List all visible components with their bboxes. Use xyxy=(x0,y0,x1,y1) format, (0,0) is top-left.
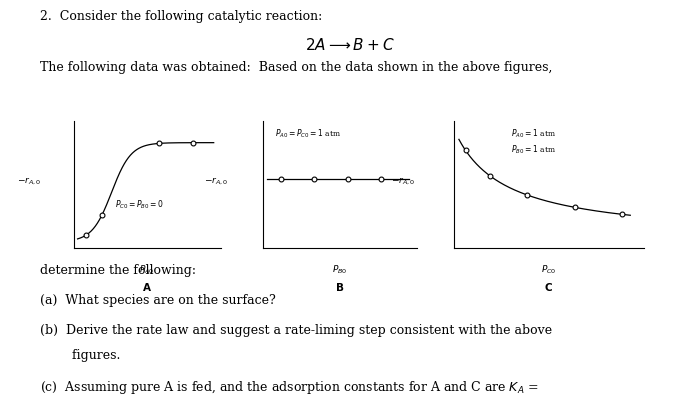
Text: $2A \longrightarrow B + C$: $2A \longrightarrow B + C$ xyxy=(305,37,395,53)
Text: $\mathbf{B}$: $\mathbf{B}$ xyxy=(335,281,344,293)
Text: 2.  Consider the following catalytic reaction:: 2. Consider the following catalytic reac… xyxy=(40,10,322,23)
Text: $\mathbf{A}$: $\mathbf{A}$ xyxy=(142,281,152,293)
Text: $\mathbf{C}$: $\mathbf{C}$ xyxy=(545,281,553,293)
Text: $P_{C0}=P_{B0}=0$: $P_{C0}=P_{B0}=0$ xyxy=(115,198,164,211)
Text: $P_{A0}=1$ atm: $P_{A0}=1$ atm xyxy=(511,127,556,139)
Text: The following data was obtained:  Based on the data shown in the above figures,: The following data was obtained: Based o… xyxy=(40,61,552,74)
Text: $-r_{A,0}$: $-r_{A,0}$ xyxy=(204,176,229,187)
Text: $P_{A0}=P_{C0}=1$ atm: $P_{A0}=P_{C0}=1$ atm xyxy=(275,127,341,139)
Text: $P_{C0}$: $P_{C0}$ xyxy=(541,263,556,276)
Text: (c)  Assuming pure A is fed, and the adsorption constants for A and C are $K_A$ : (c) Assuming pure A is fed, and the adso… xyxy=(40,379,538,396)
Text: $-r_{A,0}$: $-r_{A,0}$ xyxy=(17,176,41,187)
Text: (a)  What species are on the surface?: (a) What species are on the surface? xyxy=(40,294,276,307)
Text: figures.: figures. xyxy=(40,349,120,362)
Text: $P_{B0}$: $P_{B0}$ xyxy=(332,263,347,276)
Text: $P_{A0}$: $P_{A0}$ xyxy=(139,263,155,276)
Text: $P_{B0}=1$ atm: $P_{B0}=1$ atm xyxy=(511,143,556,156)
Text: $-r_{A,0}$: $-r_{A,0}$ xyxy=(391,176,416,187)
Text: determine the following:: determine the following: xyxy=(40,264,196,277)
Text: (b)  Derive the rate law and suggest a rate-liming step consistent with the abov: (b) Derive the rate law and suggest a ra… xyxy=(40,324,552,337)
